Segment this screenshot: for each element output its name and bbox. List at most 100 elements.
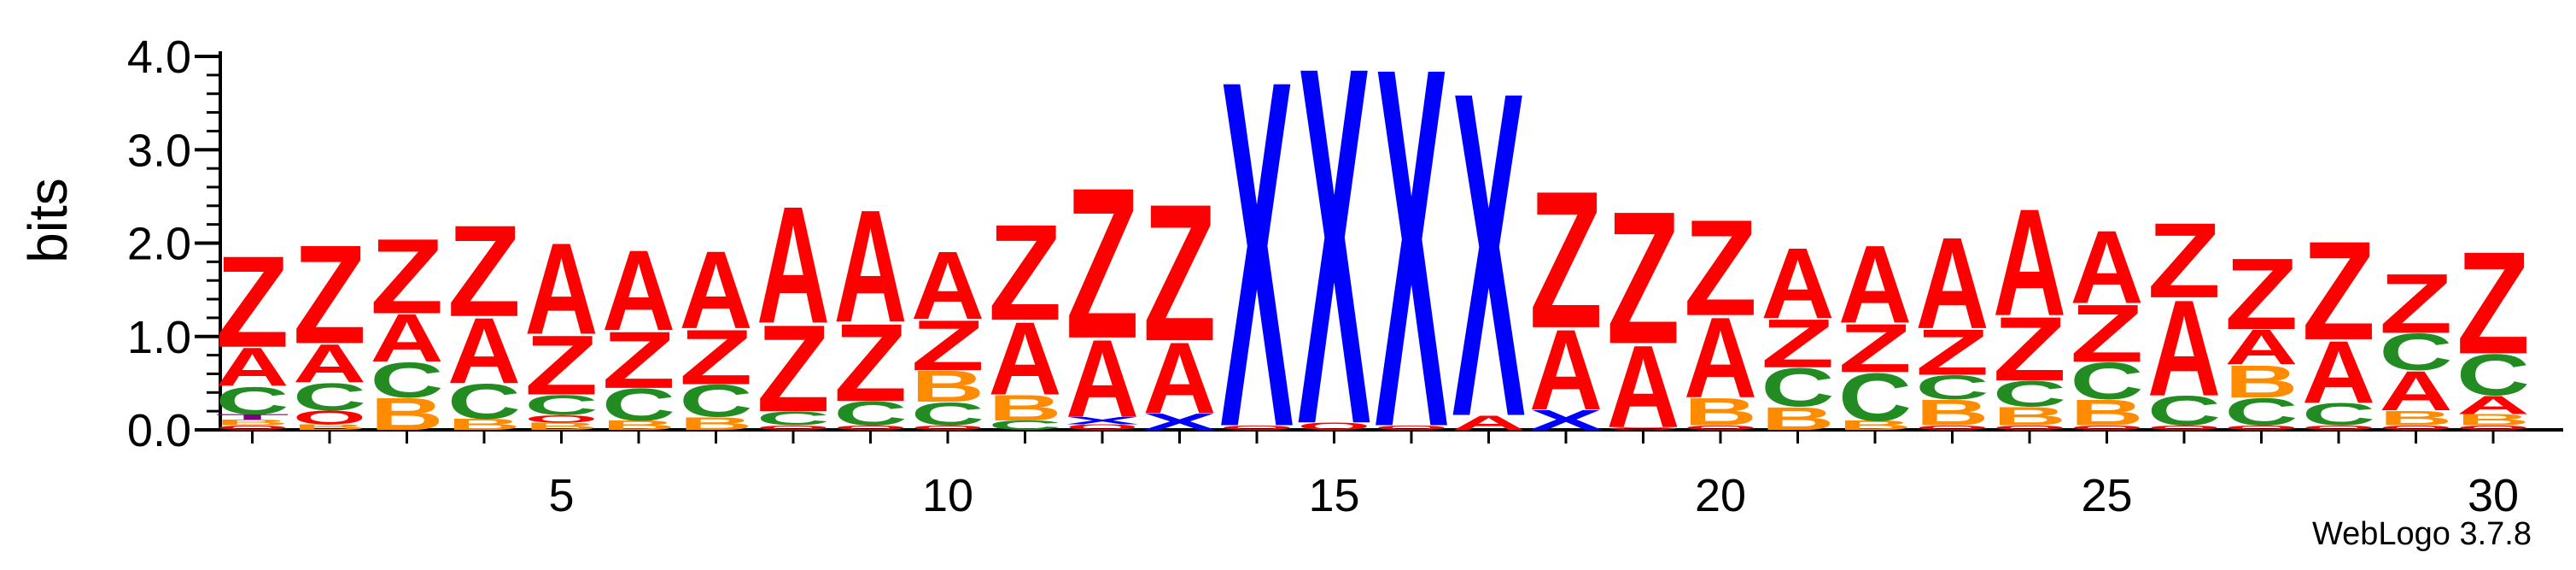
letter-z-pos-3: Z <box>371 217 444 337</box>
letter-b-pos-1: B <box>216 418 289 426</box>
letter-o-pos-23: O <box>1916 424 1989 432</box>
letter-o-pos-27: O <box>2225 424 2299 432</box>
letter-z-pos-11: Z <box>989 196 1062 350</box>
letter-z-pos-19: Z <box>1607 173 1680 384</box>
letter-b-pos-30: B <box>2456 411 2530 428</box>
letter-z-pos-29: Z <box>2380 256 2453 351</box>
letter-b-pos-20: B <box>1684 390 1757 433</box>
letter-b-pos-2: B <box>293 423 366 432</box>
letter-t-pos-1: T <box>216 413 289 421</box>
letter-z-pos-21: Z <box>1761 305 1835 382</box>
letter-c-pos-3: C <box>371 352 444 408</box>
letter-o-pos-16: O <box>1375 424 1448 432</box>
letter-c-pos-26: C <box>2147 388 2221 434</box>
x-tick-label: 10 <box>922 470 973 521</box>
letter-b-pos-29: B <box>2380 407 2453 430</box>
letter-o-pos-8: O <box>756 424 830 432</box>
letter-c-pos-4: C <box>447 373 521 429</box>
letter-x-pos-13: X <box>1143 408 1217 435</box>
letter-z-pos-25: Z <box>2071 287 2144 379</box>
letter-a-pos-13: A <box>1143 321 1217 435</box>
letter-b-pos-3: B <box>371 388 444 439</box>
x-tick-label: 20 <box>1695 470 1746 521</box>
letter-o-pos-24: O <box>1993 424 2066 432</box>
letter-c-pos-10: C <box>911 396 984 432</box>
letter-o-pos-15: O <box>1298 420 1371 432</box>
y-tick-label: 4.0 <box>127 32 191 83</box>
letter-b-pos-6: B <box>602 418 675 432</box>
letter-b-pos-24: B <box>1993 402 2066 431</box>
stack-position-16: OX <box>1375 0 1449 535</box>
letter-stacks: OBTCAZBOCAZBCAZBCAZBOCZABCZABCZAOCZAOCZA… <box>215 0 2530 535</box>
letter-o-pos-28: O <box>2302 424 2375 432</box>
letter-b-pos-25: B <box>2071 392 2144 433</box>
letter-a-pos-1: A <box>216 337 289 398</box>
letter-z-pos-24: Z <box>1993 298 2066 400</box>
y-tick-label: 2.0 <box>127 219 191 270</box>
letter-a-pos-29: A <box>2380 360 2453 422</box>
letter-z-pos-23: Z <box>1916 316 1989 389</box>
letter-z-pos-9: Z <box>834 300 908 425</box>
letter-z-pos-6: Z <box>602 315 675 406</box>
x-axis: 5 10 15 20 25 30 <box>220 428 2563 521</box>
letter-c-pos-30: C <box>2456 342 2530 408</box>
x-tick-label: 15 <box>1308 470 1359 521</box>
x-tick-label: 5 <box>548 470 574 521</box>
letter-a-pos-30: A <box>2456 391 2530 420</box>
letter-o-pos-26: O <box>2147 424 2221 432</box>
letter-c-pos-24: C <box>1993 373 2066 414</box>
letter-c-pos-1: C <box>215 379 289 422</box>
letter-c-pos-8: C <box>756 408 830 430</box>
letter-c-pos-27: C <box>2224 390 2298 433</box>
stack-position-19: OAZ <box>1607 173 1680 453</box>
letter-a-pos-11: A <box>989 300 1062 417</box>
letter-a-pos-27: A <box>2225 320 2299 375</box>
letter-c-pos-11: C <box>989 418 1062 432</box>
letter-z-pos-12: Z <box>1066 144 1139 384</box>
letter-c-pos-9: C <box>834 395 908 432</box>
letter-o-pos-5: O <box>525 413 599 425</box>
letter-a-pos-10: A <box>911 232 984 339</box>
letter-a-pos-25: A <box>2071 209 2144 326</box>
letter-a-pos-7: A <box>679 228 752 352</box>
letter-o-pos-25: O <box>2071 424 2144 432</box>
letter-z-pos-28: Z <box>2302 213 2375 370</box>
y-tick-label: 0.0 <box>127 405 191 456</box>
letter-a-pos-3: A <box>370 301 443 377</box>
stack-position-14: OX <box>1220 0 1294 532</box>
letter-a-pos-4: A <box>447 299 521 404</box>
letter-o-pos-12: O <box>1066 423 1139 432</box>
letter-b-pos-11: B <box>989 387 1062 428</box>
letter-c-pos-22: C <box>1838 360 1912 436</box>
y-tick-label: 3.0 <box>127 125 191 176</box>
letter-z-pos-1: Z <box>216 230 289 375</box>
letter-z-pos-30: Z <box>2456 222 2530 385</box>
letter-o-pos-14: O <box>1220 424 1294 432</box>
letter-o-pos-1: O <box>216 424 289 432</box>
letter-b-pos-22: B <box>1838 418 1912 432</box>
letter-c-pos-7: C <box>680 375 753 426</box>
letter-b-pos-10: B <box>911 362 984 412</box>
letter-a-pos-20: A <box>1684 293 1757 421</box>
letter-a-pos-18: A <box>1529 305 1603 433</box>
letter-b-pos-5: B <box>525 420 599 432</box>
letter-o-pos-29: O <box>2380 424 2453 432</box>
letter-a-pos-2: A <box>293 333 366 395</box>
letter-b-pos-23: B <box>1916 392 1989 433</box>
